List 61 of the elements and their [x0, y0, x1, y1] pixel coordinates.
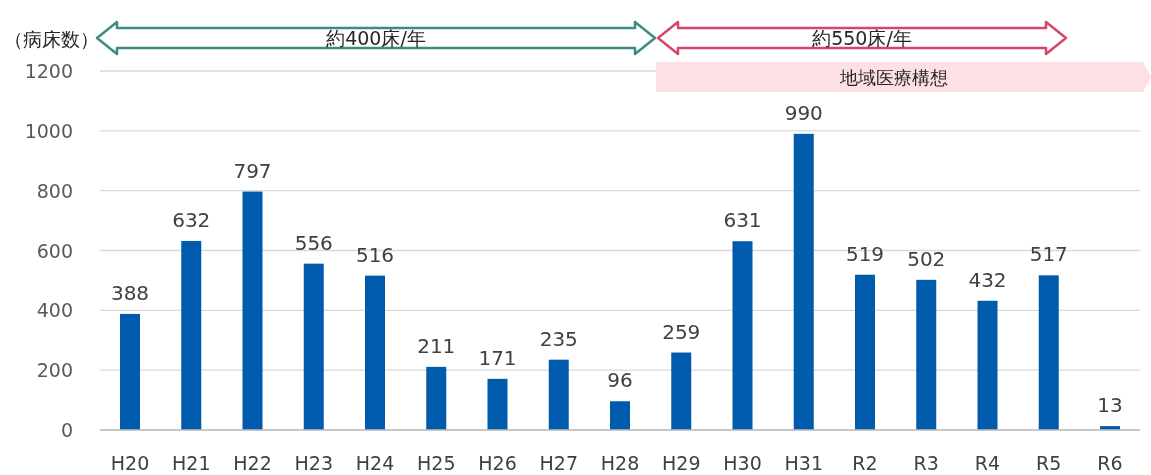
bar — [1038, 275, 1059, 430]
y-tick-label: 1200 — [24, 60, 73, 82]
bar — [303, 263, 324, 430]
y-tick-label: 0 — [60, 419, 73, 441]
y-tick-label: 400 — [36, 299, 73, 322]
data-label: 235 — [539, 326, 578, 351]
data-label: 388 — [110, 280, 150, 305]
bar — [671, 352, 692, 430]
x-tick-label: R3 — [913, 452, 939, 474]
x-tick-label: H23 — [294, 452, 333, 474]
x-tick-label: H26 — [478, 452, 517, 474]
x-tick-label: H31 — [784, 452, 823, 474]
data-label: 432 — [968, 267, 1007, 292]
data-label: 13 — [1097, 393, 1123, 418]
data-label: 632 — [172, 207, 211, 232]
data-label: 519 — [845, 241, 885, 266]
y-tick-label: 1000 — [24, 119, 73, 142]
y-tick-label: 200 — [36, 359, 73, 382]
text: 約400床/年 — [326, 27, 426, 49]
x-tick-label: R6 — [1097, 452, 1123, 474]
data-label: 259 — [662, 319, 701, 344]
bar — [916, 279, 937, 430]
x-tick-label: H25 — [417, 452, 456, 474]
annotation: 地域医療構想 — [838, 67, 948, 88]
x-tick-label: H27 — [539, 452, 578, 474]
bar — [855, 274, 875, 430]
y-tick-label: 600 — [36, 239, 73, 262]
data-label: 171 — [478, 345, 517, 370]
bar — [793, 133, 814, 430]
x-tick-label: R2 — [852, 452, 878, 474]
x-tick-label: H28 — [600, 452, 640, 474]
data-label: 797 — [233, 158, 272, 183]
data-label: 631 — [723, 208, 762, 233]
data-label: 516 — [355, 242, 395, 267]
data-label: 502 — [907, 246, 946, 271]
bar — [242, 191, 263, 430]
bar — [365, 275, 385, 430]
bar — [426, 366, 447, 430]
data-label: 556 — [294, 230, 333, 255]
x-tick-label: R5 — [1036, 452, 1062, 474]
x-tick-label: H22 — [233, 452, 272, 474]
data-label: 990 — [784, 100, 823, 125]
x-tick-label: H20 — [110, 452, 150, 474]
x-tick-label: R4 — [974, 452, 1001, 474]
bar — [120, 313, 140, 430]
data-label: 517 — [1029, 242, 1068, 267]
x-tick-label: H30 — [723, 452, 762, 474]
data-label: 211 — [417, 333, 456, 358]
data-label: 96 — [607, 368, 633, 393]
x-tick-label: H21 — [172, 452, 211, 474]
x-tick-label: H29 — [662, 452, 701, 474]
text: 約550床/年 — [812, 27, 912, 49]
bar — [548, 359, 569, 430]
y-tick-label: 800 — [36, 179, 73, 202]
x-tick-label: H24 — [355, 452, 395, 474]
bar — [181, 240, 202, 430]
bar — [977, 300, 998, 430]
y-axis-title: （病床数） — [4, 28, 99, 50]
bar — [610, 401, 630, 430]
bar — [732, 241, 753, 430]
bar — [487, 378, 508, 430]
